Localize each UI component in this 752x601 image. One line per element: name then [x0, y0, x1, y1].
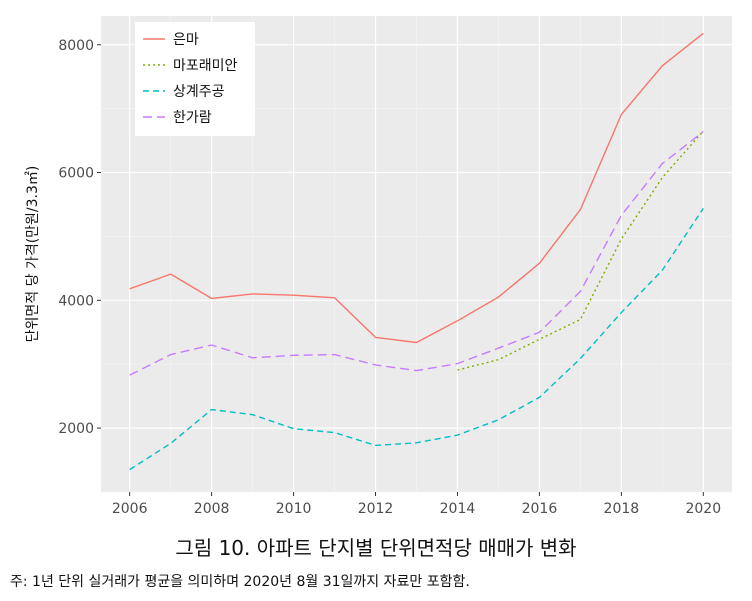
x-tick-label: 2008: [194, 501, 230, 517]
series-line-4: [129, 131, 704, 376]
legend-box: [135, 22, 255, 136]
series-line-3: [129, 207, 704, 471]
legend-label: 마포래미안: [173, 58, 238, 74]
x-tick-label: 2016: [522, 501, 558, 517]
y-tick-label: 4000: [58, 293, 94, 309]
footnote: 주: 1년 단위 실거래가 평균을 의미하며 2020년 8월 31일까지 자료…: [10, 574, 470, 590]
x-tick-label: 2010: [276, 501, 312, 517]
axes: 2006 2008 2010 2012 2014 2016 2018 2020 2000 4000…: [58, 38, 721, 517]
x-tick-label: 2020: [685, 501, 721, 517]
x-tick-label: 2018: [604, 501, 640, 517]
series-line-1: [129, 32, 704, 344]
y-axis-label: 단위면적 당 가격(만원/3.3㎡): [25, 166, 41, 343]
line-chart: 2006 2008 2010 2012 2014 2016 2018 2020 2000 4000…: [25, 16, 732, 517]
x-tick-label: 2006: [112, 501, 148, 517]
series-lines: [129, 32, 704, 471]
x-tick-label: 2014: [440, 501, 476, 517]
y-tick-label: 6000: [58, 166, 94, 182]
y-tick-label: 8000: [58, 38, 94, 54]
legend-label: 한가람: [173, 110, 212, 126]
x-tick-label: 2012: [358, 501, 394, 517]
figure-caption: 그림 10. 아파트 단지별 단위면적당 매매가 변화: [175, 536, 577, 560]
legend-label: 상계주공: [173, 84, 225, 100]
legend-label: 은마: [173, 32, 199, 48]
y-tick-label: 2000: [58, 421, 94, 437]
